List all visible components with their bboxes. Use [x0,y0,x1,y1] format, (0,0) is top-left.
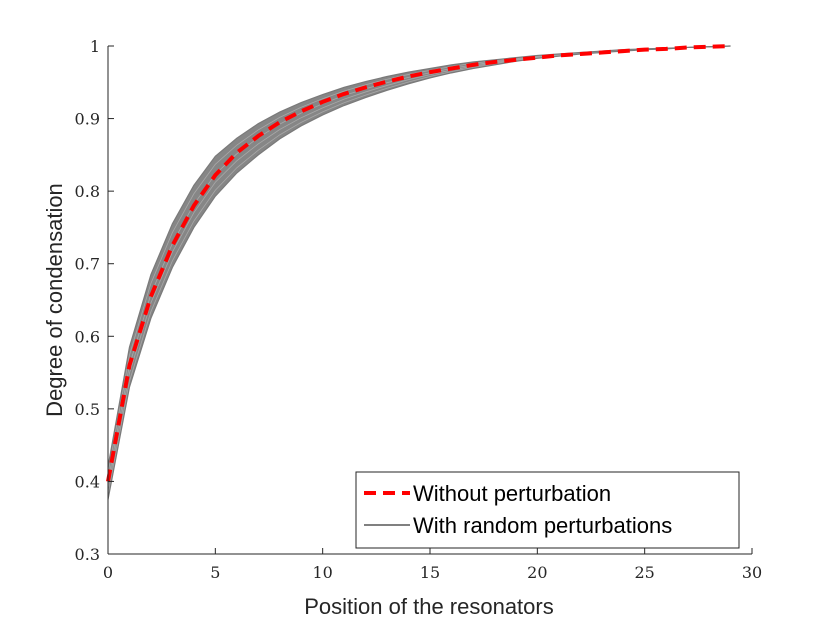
perturbation-edge-line [107,45,731,500]
perturbation-realization-line [107,45,731,482]
legend-label-without-perturbation: Without perturbation [413,481,611,506]
perturbation-band [107,45,731,500]
y-tick-label: 0.6 [75,327,100,346]
x-tick-label: 25 [634,563,654,582]
y-axis-title: Degree of condensation [42,183,67,417]
x-tick-label: 10 [312,563,332,582]
x-axis-title: Position of the resonators [304,594,553,619]
perturbation-realization-line [107,45,731,489]
x-tick-label: 0 [103,563,113,582]
y-tick-label: 0.5 [75,400,100,419]
perturbation-realization-line [107,45,731,474]
x-tick-label: 5 [210,563,220,582]
legend: Without perturbation With random perturb… [355,471,740,549]
x-tick-label: 30 [742,563,762,582]
y-tick-label: 0.9 [75,110,100,129]
axes [107,45,753,555]
legend-box [355,471,740,549]
y-tick-label: 0.4 [75,472,100,491]
y-tick-label: 0.8 [75,182,100,201]
perturbation-edge-line [107,45,731,468]
tick-labels: 0 5 10 15 20 25 30 0.3 0.4 0.5 0.6 0.7 0.8 0.9 1 [75,37,763,582]
y-tick-label: 1 [90,37,100,56]
perturbation-realization-line [107,45,731,495]
x-tick-label: 20 [527,563,547,582]
series-lines [106,44,731,482]
x-tick-label: 15 [420,563,440,582]
perturbation-band-area [108,46,731,500]
legend-label-with-random-perturbations: With random perturbations [413,513,672,538]
series-line-without-perturbation [106,44,731,482]
y-tick-label: 0.3 [75,545,100,564]
y-tick-label: 0.7 [75,255,100,274]
